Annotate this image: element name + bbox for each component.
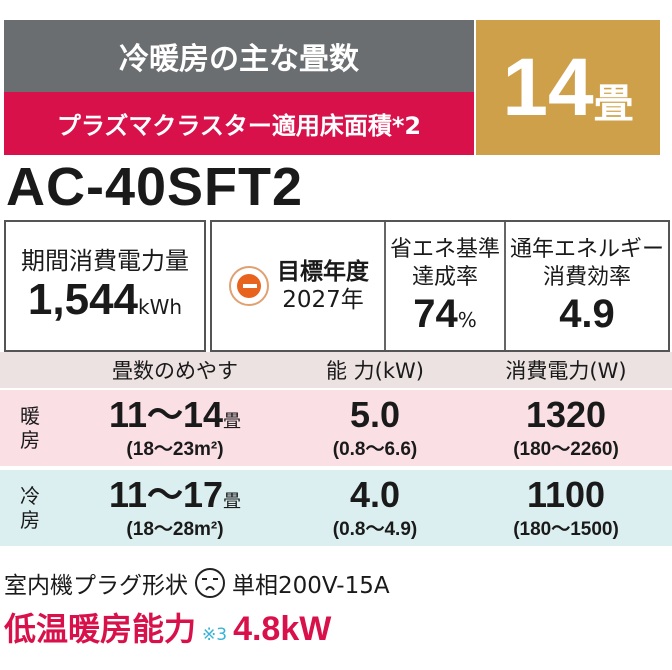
e-mark-icon <box>229 266 269 306</box>
capacity-range: (0.8〜4.9) <box>332 518 418 540</box>
achievement-unit: % <box>457 307 477 332</box>
header-capacity: 能 力(kW) <box>326 359 424 383</box>
low-temp-note: ※3 <box>202 625 228 645</box>
power-value: 1320 <box>525 393 607 435</box>
achievement-label-1: 省エネ基準 <box>389 236 500 262</box>
capacity-range: (0.8〜6.6) <box>332 438 418 460</box>
annual-power-value: 1,544 <box>27 275 139 324</box>
annual-power-unit: kWh <box>138 295 183 319</box>
tatami-range: 11〜17 <box>108 473 224 515</box>
achievement-cell: 省エネ基準 達成率 74% <box>386 222 506 350</box>
capacity-value: 4.0 <box>349 473 401 515</box>
tatami-badge: 14 畳 <box>476 20 660 155</box>
performance-table: 畳数のめやす 能 力(kW) 消費電力(W) 暖房 11〜14畳 (18〜23m²… <box>0 352 672 546</box>
mode-label: 冷房 <box>20 484 40 532</box>
tatami-range: 11〜14 <box>108 393 224 435</box>
plug-value: 単相200V-15A <box>232 573 390 599</box>
table-row-heating: 暖房 11〜14畳 (18〜23m²) 5.0 (0.8〜6.6) 1320 (180… <box>0 390 672 466</box>
capacity-value: 5.0 <box>349 393 401 435</box>
apf-label-2: 消費効率 <box>542 264 631 290</box>
tatami-unit: 畳 <box>593 80 634 127</box>
target-year-label: 目標年度 <box>277 259 369 285</box>
area-range: (18〜28m²) <box>126 518 224 540</box>
low-temp-value: 4.8kW <box>233 610 332 648</box>
target-year-cell: 目標年度 2027年 <box>212 222 386 350</box>
plug-label: 室内機プラグ形状 <box>4 573 188 599</box>
header-title: 冷暖房の主な畳数 <box>4 20 474 92</box>
power-value: 1100 <box>526 473 606 515</box>
header-subtitle: プラズマクラスター適用床面積*2 <box>4 92 474 155</box>
plug-info: 室内機プラグ形状 単相200V-15A <box>4 566 390 600</box>
target-year-value: 2027年 <box>282 287 364 313</box>
power-range: (180〜1500) <box>513 518 619 540</box>
tatami-number: 14 <box>502 41 594 133</box>
efficiency-box: 目標年度 2027年 省エネ基準 達成率 74% 通年エネルギー 消費効率 4.… <box>210 220 670 352</box>
header-tatami: 畳数のめやす <box>112 359 238 383</box>
table-row-cooling: 冷房 11〜17畳 (18〜28m²) 4.0 (0.8〜4.9) 1100 (180… <box>0 470 672 546</box>
mode-label: 暖房 <box>20 404 40 452</box>
apf-value: 4.9 <box>559 291 615 336</box>
power-range: (180〜2260) <box>513 438 619 460</box>
achievement-value: 74 <box>413 291 458 336</box>
low-temp-label: 低温暖房能力 <box>4 610 197 648</box>
plug-shape-icon <box>195 568 225 598</box>
header-power: 消費電力(W) <box>505 359 627 383</box>
annual-power-label: 期間消費電力量 <box>21 247 189 275</box>
low-temp-heating: 低温暖房能力 ※3 4.8kW <box>4 604 331 650</box>
achievement-label-2: 達成率 <box>411 264 478 290</box>
annual-power-box: 期間消費電力量 1,544kWh <box>4 220 206 352</box>
apf-cell: 通年エネルギー 消費効率 4.9 <box>506 222 668 350</box>
area-range: (18〜23m²) <box>126 438 224 460</box>
model-number: AC-40SFT2 <box>6 157 304 217</box>
apf-label-1: 通年エネルギー <box>509 236 664 262</box>
table-header: 畳数のめやす 能 力(kW) 消費電力(W) <box>0 352 672 388</box>
